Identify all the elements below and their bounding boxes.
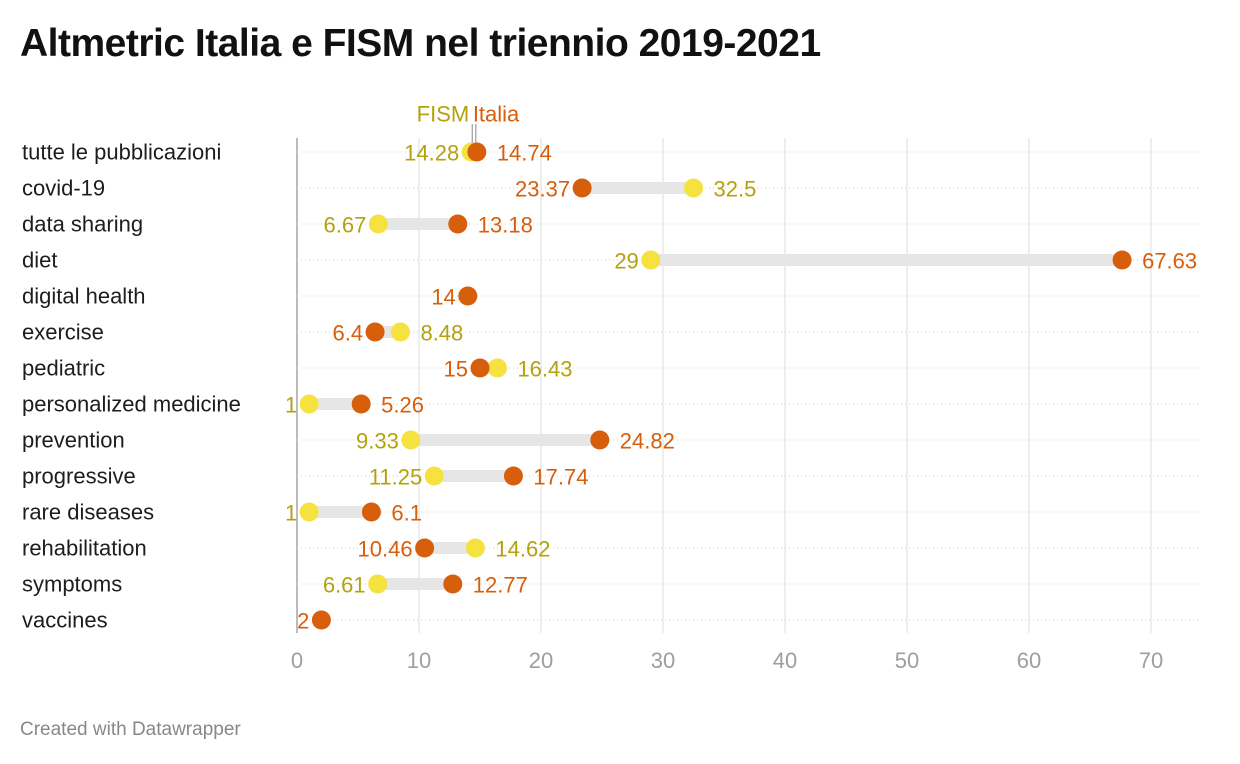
italia-value-label: 10.46: [358, 537, 413, 562]
italia-value-label: 17.74: [533, 465, 588, 490]
italia-value-label: 67.63: [1142, 249, 1197, 274]
row-label: diet: [22, 248, 57, 273]
fism-value-label: 32.5: [714, 177, 757, 202]
legend-label-fism: FISM: [417, 102, 470, 127]
row-label: progressive: [22, 464, 136, 489]
x-axis-ticks: 0 10 20 30 40 50 60 70: [291, 648, 1163, 673]
row-label: vaccines: [22, 608, 108, 633]
legend-label-italia: Italia: [473, 102, 520, 127]
row-label: digital health: [22, 284, 146, 309]
fism-value-label: 11.25: [369, 465, 422, 490]
italia-value-label: 6.4: [332, 321, 363, 346]
grid-layer: [296, 138, 1198, 633]
x-tick-label: 50: [895, 648, 919, 673]
italia-dot: [448, 214, 468, 234]
fism-dot: [465, 538, 485, 558]
row-label: data sharing: [22, 212, 143, 237]
italia-dot: [470, 358, 490, 378]
fism-value-label: 14.62: [495, 537, 550, 562]
row-label: tutte le pubblicazioni: [22, 140, 221, 165]
fism-dot: [401, 430, 421, 450]
x-tick-label: 60: [1017, 648, 1041, 673]
italia-dot: [415, 538, 435, 558]
fism-value-label: 16.43: [517, 357, 572, 382]
fism-dot: [390, 322, 410, 342]
row-label: exercise: [22, 320, 104, 345]
row-label: rehabilitation: [22, 536, 147, 561]
italia-value-label: 14.74: [497, 141, 552, 166]
italia-value-label: 6.1: [391, 501, 422, 526]
fism-dot: [299, 394, 319, 414]
fism-value-label: 1: [285, 501, 297, 526]
data-dots: [299, 142, 1132, 630]
italia-dot: [443, 574, 463, 594]
row-label: covid-19: [22, 176, 105, 201]
fism-dot: [641, 250, 661, 270]
italia-value-label: 15: [444, 357, 468, 382]
fism-value-label: 6.67: [324, 213, 367, 238]
row-label: pediatric: [22, 356, 105, 381]
italia-dot: [572, 178, 592, 198]
fism-dot: [368, 574, 388, 594]
italia-dot: [351, 394, 371, 414]
fism-dot: [487, 358, 507, 378]
italia-value-label: 12.77: [473, 573, 528, 598]
italia-dot: [365, 322, 385, 342]
italia-value-label: 24.82: [620, 429, 675, 454]
x-tick-label: 70: [1139, 648, 1163, 673]
fism-dot: [424, 466, 444, 486]
x-tick-label: 20: [529, 648, 553, 673]
x-tick-label: 10: [407, 648, 431, 673]
fism-dot: [299, 502, 319, 522]
italia-dot: [458, 286, 478, 306]
italia-dot: [311, 610, 331, 630]
row-label: symptoms: [22, 572, 122, 597]
italia-value-label: 14: [431, 285, 455, 310]
fism-value-label: 6.61: [323, 573, 366, 598]
fism-value-label: 8.48: [420, 321, 463, 346]
fism-value-label: 14.28: [404, 141, 459, 166]
italia-value-label: 2: [297, 609, 309, 634]
italia-dot: [590, 430, 610, 450]
x-tick-label: 30: [651, 648, 675, 673]
italia-dot: [361, 502, 381, 522]
fism-dot: [684, 178, 703, 198]
italia-dot: [503, 466, 523, 486]
fism-dot: [368, 214, 388, 234]
row-label: personalized medicine: [22, 392, 241, 417]
x-tick-label: 0: [291, 648, 303, 673]
fism-value-label: 9.33: [356, 429, 399, 454]
fism-value-label: 1: [285, 393, 297, 418]
row-label: rare diseases: [22, 500, 154, 525]
fism-value-label: 29: [614, 249, 638, 274]
chart-title: Altmetric Italia e FISM nel triennio 201…: [20, 22, 821, 65]
italia-value-label: 23.37: [515, 177, 570, 202]
x-tick-label: 40: [773, 648, 797, 673]
range-bars: [309, 146, 1123, 590]
italia-dot: [467, 142, 487, 162]
value-labels: 14.28 14.74 23.37 32.5 6.67 13.18 29 67.63 14 6.4…: [285, 141, 1197, 634]
italia-dot: [1112, 250, 1132, 270]
row-labels: tutte le pubblicazioni covid-19 data shari…: [22, 140, 241, 633]
row-label: prevention: [22, 428, 125, 453]
italia-value-label: 13.18: [478, 213, 533, 238]
footer-credit: Created with Datawrapper: [20, 719, 241, 740]
legend: FISM Italia: [417, 102, 520, 143]
italia-value-label: 5.26: [381, 393, 424, 418]
